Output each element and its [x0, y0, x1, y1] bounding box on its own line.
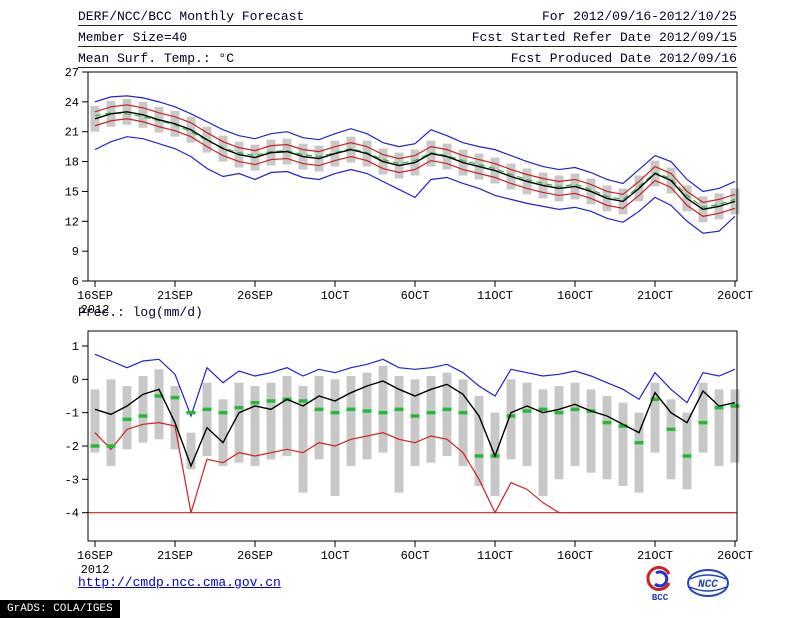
- svg-text:0: 0: [72, 373, 79, 387]
- svg-text:26SEP: 26SEP: [237, 289, 273, 303]
- footer-url-link[interactable]: http://cmdp.ncc.cma.gov.cn: [78, 575, 281, 590]
- precipitation-ensemble-max: [94, 353, 736, 418]
- svg-text:1: 1: [72, 340, 79, 354]
- refer-date: Fcst Started Refer Date 2012/09/15: [471, 30, 737, 45]
- svg-text:27: 27: [65, 66, 79, 80]
- precipitation-chart: 1 0 -1 -2 -3 -4 16SEP 21SEP 26SEP 1OCT 6OCT 11OCT 16…: [65, 330, 753, 577]
- header-row-3: Mean Surf. Temp.: °C Fcst Produced Date …: [78, 47, 737, 68]
- svg-text:1OCT: 1OCT: [321, 289, 350, 303]
- precipitation-bars: [90, 366, 740, 496]
- forecast-range: For 2012/09/16-2012/10/25: [541, 9, 737, 24]
- svg-text:21SEP: 21SEP: [157, 549, 193, 563]
- svg-text:11OCT: 11OCT: [477, 289, 513, 303]
- svg-text:21SEP: 21SEP: [157, 289, 193, 303]
- svg-text:-4: -4: [65, 507, 79, 521]
- temperature-upper-spread: [94, 104, 736, 204]
- svg-text:1OCT: 1OCT: [321, 549, 350, 563]
- svg-text:9: 9: [72, 245, 79, 259]
- svg-text:16SEP: 16SEP: [77, 549, 113, 563]
- svg-text:24: 24: [65, 96, 79, 110]
- grads-credit-bar: GrADS: COLA/IGES: [0, 600, 120, 618]
- precipitation-climatology: [90, 394, 740, 458]
- temperature-climatology: [94, 112, 736, 208]
- temperature-ensemble-max: [94, 95, 736, 193]
- precip-panel-title: Prec.: log(mm/d): [78, 305, 203, 320]
- svg-text:16OCT: 16OCT: [557, 549, 593, 563]
- temperature-ensemble-mean: [94, 111, 736, 211]
- temperature-y-axis: 27 24 21 18 15 12 9 6: [65, 66, 88, 289]
- header-row-1: DERF/NCC/BCC Monthly Forecast For 2012/0…: [78, 5, 737, 26]
- precipitation-y-axis: 1 0 -1 -2 -3 -4: [65, 340, 88, 521]
- svg-text:-1: -1: [65, 407, 79, 421]
- produced-date: Fcst Produced Date 2012/09/16: [510, 51, 737, 66]
- ncc-logo: NCC: [687, 569, 729, 597]
- temperature-frame: [87, 71, 738, 282]
- svg-text:6OCT: 6OCT: [401, 549, 430, 563]
- temperature-ensemble-min: [94, 136, 736, 234]
- temperature-lower-spread: [94, 118, 736, 217]
- bcc-logo: BCC: [646, 566, 671, 602]
- precipitation-ensemble-min: [94, 422, 735, 514]
- svg-text:26OCT: 26OCT: [717, 549, 753, 563]
- svg-text:16SEP: 16SEP: [77, 289, 113, 303]
- precipitation-frame: [87, 330, 738, 542]
- svg-text:12: 12: [65, 215, 79, 229]
- svg-text:15: 15: [65, 185, 79, 199]
- svg-text:-2: -2: [65, 440, 79, 454]
- ncc-logo-label: NCC: [698, 579, 718, 591]
- temp-panel-title: Mean Surf. Temp.: °C: [78, 51, 235, 66]
- member-size: Member Size=40: [78, 30, 188, 45]
- page-title: DERF/NCC/BCC Monthly Forecast: [78, 9, 305, 24]
- header: DERF/NCC/BCC Monthly Forecast For 2012/0…: [78, 5, 737, 68]
- bcc-logo-label: BCC: [652, 593, 669, 602]
- header-row-2: Member Size=40 Fcst Started Refer Date 2…: [78, 26, 737, 47]
- svg-text:6: 6: [72, 275, 79, 289]
- svg-text:21: 21: [65, 126, 79, 140]
- svg-text:6OCT: 6OCT: [401, 289, 430, 303]
- svg-text:18: 18: [65, 156, 79, 170]
- precipitation-ensemble-mean: [94, 380, 736, 468]
- temperature-bars: [90, 98, 740, 223]
- svg-text:-3: -3: [65, 473, 79, 487]
- svg-text:21OCT: 21OCT: [637, 549, 673, 563]
- svg-text:26SEP: 26SEP: [237, 549, 273, 563]
- svg-text:21OCT: 21OCT: [637, 289, 673, 303]
- svg-text:11OCT: 11OCT: [477, 549, 513, 563]
- svg-text:16OCT: 16OCT: [557, 289, 593, 303]
- svg-text:26OCT: 26OCT: [717, 289, 753, 303]
